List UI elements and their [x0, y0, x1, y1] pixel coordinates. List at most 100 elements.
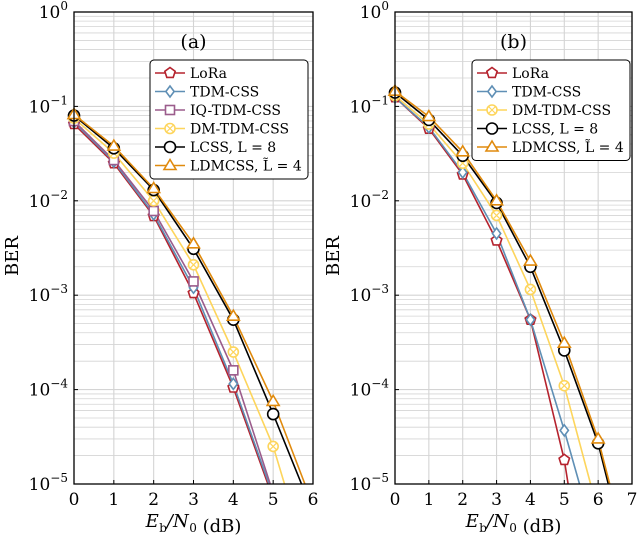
triangle-marker: [590, 431, 606, 444]
triangle-marker: [484, 139, 500, 152]
legend-item: TDM-CSS: [477, 85, 581, 101]
legend-label: LDMCSS, L̃ = 4: [190, 157, 302, 175]
diamond-marker: [491, 226, 502, 241]
otimes-cross: [492, 211, 501, 220]
legend-label: LDMCSS, L̃ = 4: [512, 138, 624, 156]
legend-item: LCSS, L = 8: [477, 122, 598, 138]
square-marker: [148, 205, 159, 217]
legend-item: LoRa: [155, 66, 227, 82]
triangle-marker: [146, 180, 162, 194]
circle-marker: [163, 140, 177, 154]
legend-label: TDM-CSS: [512, 85, 581, 101]
chart-panel-a: 0 1 2 3 4 5 6 100 10−1 10−2 10−3 10−4 10−5 BER E_b/N_0…: [2, 0, 318, 537]
legend-label: LoRa: [512, 66, 549, 82]
x-tick-label: 0: [390, 490, 401, 510]
x-tick-label: 3: [491, 490, 502, 510]
legend-item: LDMCSS, L̃ = 4: [477, 138, 624, 156]
legend-label: LoRa: [190, 66, 227, 82]
legend-label: DM-TDM-CSS: [190, 122, 289, 138]
diamond-marker: [228, 377, 239, 391]
x-tick-label: 3: [188, 490, 199, 510]
y-tick-label: 100: [360, 0, 389, 23]
legend-item: DM-TDM-CSS: [477, 103, 611, 119]
otimes-cross: [229, 348, 238, 356]
series-markers-triangle: [66, 106, 281, 407]
y-tick-label: 10−1: [350, 93, 389, 117]
otimes-cross: [526, 285, 535, 294]
x-tick-label: 1: [108, 490, 119, 510]
otimes-cross: [488, 106, 496, 114]
otimes-cross: [166, 124, 174, 133]
x-tick-label: 5: [268, 490, 279, 510]
x-tick-label: 4: [228, 490, 239, 510]
x-axis-label: E_b/N_0 (dB): [465, 511, 562, 537]
diamond-marker: [486, 84, 498, 99]
triangle-marker: [455, 144, 471, 157]
otimes-cross: [560, 381, 569, 390]
diamond-marker: [525, 312, 536, 327]
legend-box: [149, 59, 309, 180]
otimes-cross: [189, 260, 198, 269]
circle-marker: [485, 122, 499, 135]
legend-box: [471, 59, 631, 161]
y-axis-label: BER: [2, 236, 23, 276]
pentagon-marker: [163, 66, 177, 79]
triangle-marker: [556, 335, 572, 349]
series-group: [387, 83, 611, 485]
triangle-marker: [162, 157, 178, 171]
legend: LoRa TDM-CSS DM-TDM-CSS LCSS, L = 8LDMCSS, …: [471, 59, 631, 161]
square-marker: [164, 104, 176, 116]
y-tick-label: 10−1: [29, 93, 68, 117]
y-tick-label: 10−4: [350, 377, 390, 401]
grid: [394, 12, 633, 485]
series-line-pentagon: [73, 123, 269, 485]
y-tick-label: 10−3: [29, 282, 68, 306]
triangle-marker: [265, 393, 281, 407]
y-axis-label: BER: [323, 236, 344, 276]
x-tick-label: 7: [627, 490, 638, 510]
legend-item: IQ-TDM-CSS: [155, 103, 281, 119]
x-tick-label: 0: [69, 490, 80, 510]
axes-frame: [394, 11, 633, 485]
legend-item: TDM-CSS: [155, 85, 259, 101]
triangle-marker: [421, 109, 437, 122]
legend-label: IQ-TDM-CSS: [190, 103, 281, 119]
y-tick-label: 100: [39, 0, 68, 23]
series-line-square: [73, 120, 271, 485]
pentagon-marker: [558, 453, 571, 466]
x-tick-label: 4: [525, 490, 536, 510]
legend-item: LCSS, L = 8: [155, 140, 276, 156]
legend-label: LCSS, L = 8: [512, 122, 598, 138]
x-tick-label: 2: [457, 490, 468, 510]
triangle-marker: [489, 193, 504, 206]
legend: LoRa TDM-CSS IQ-TDM-CSS DM-TDM-CSS LCSS, L =…: [149, 59, 309, 180]
y-tick-label: 10−4: [29, 377, 69, 401]
legend-item: LDMCSS, L̃ = 4: [155, 157, 302, 175]
y-tick-label: 10−3: [350, 282, 389, 306]
triangle-marker: [106, 138, 122, 151]
legend-label: DM-TDM-CSS: [512, 103, 611, 119]
diamond-marker: [559, 423, 570, 438]
panel-title: (b): [500, 31, 527, 53]
y-tick-label: 10−5: [29, 471, 68, 495]
otimes-cross: [149, 196, 158, 205]
pentagon-marker: [485, 66, 499, 79]
legend-label: LCSS, L = 8: [190, 140, 276, 156]
legend-item: LoRa: [477, 66, 549, 82]
diamond-marker: [457, 165, 468, 180]
chart-panel-b: 0 1 2 3 4 5 6 7 100 10−1 10−2 10−3 10−4 10−5 BER E_b/N_…: [323, 0, 637, 537]
series-markers-triangle: [387, 83, 606, 444]
legend-label: TDM-CSS: [190, 85, 259, 101]
x-tick-label: 6: [308, 490, 319, 510]
triangle-marker: [186, 236, 201, 249]
x-tick-label: 1: [423, 490, 434, 510]
panel-title: (a): [180, 31, 206, 53]
x-tick-label: 6: [593, 490, 604, 510]
y-tick-label: 10−2: [29, 188, 68, 212]
otimes-cross: [269, 442, 278, 451]
x-tick-label: 2: [148, 490, 159, 510]
square-marker: [188, 276, 199, 287]
circle-marker: [266, 407, 280, 421]
triangle-marker: [523, 253, 538, 266]
y-tick-label: 10−5: [350, 471, 389, 495]
